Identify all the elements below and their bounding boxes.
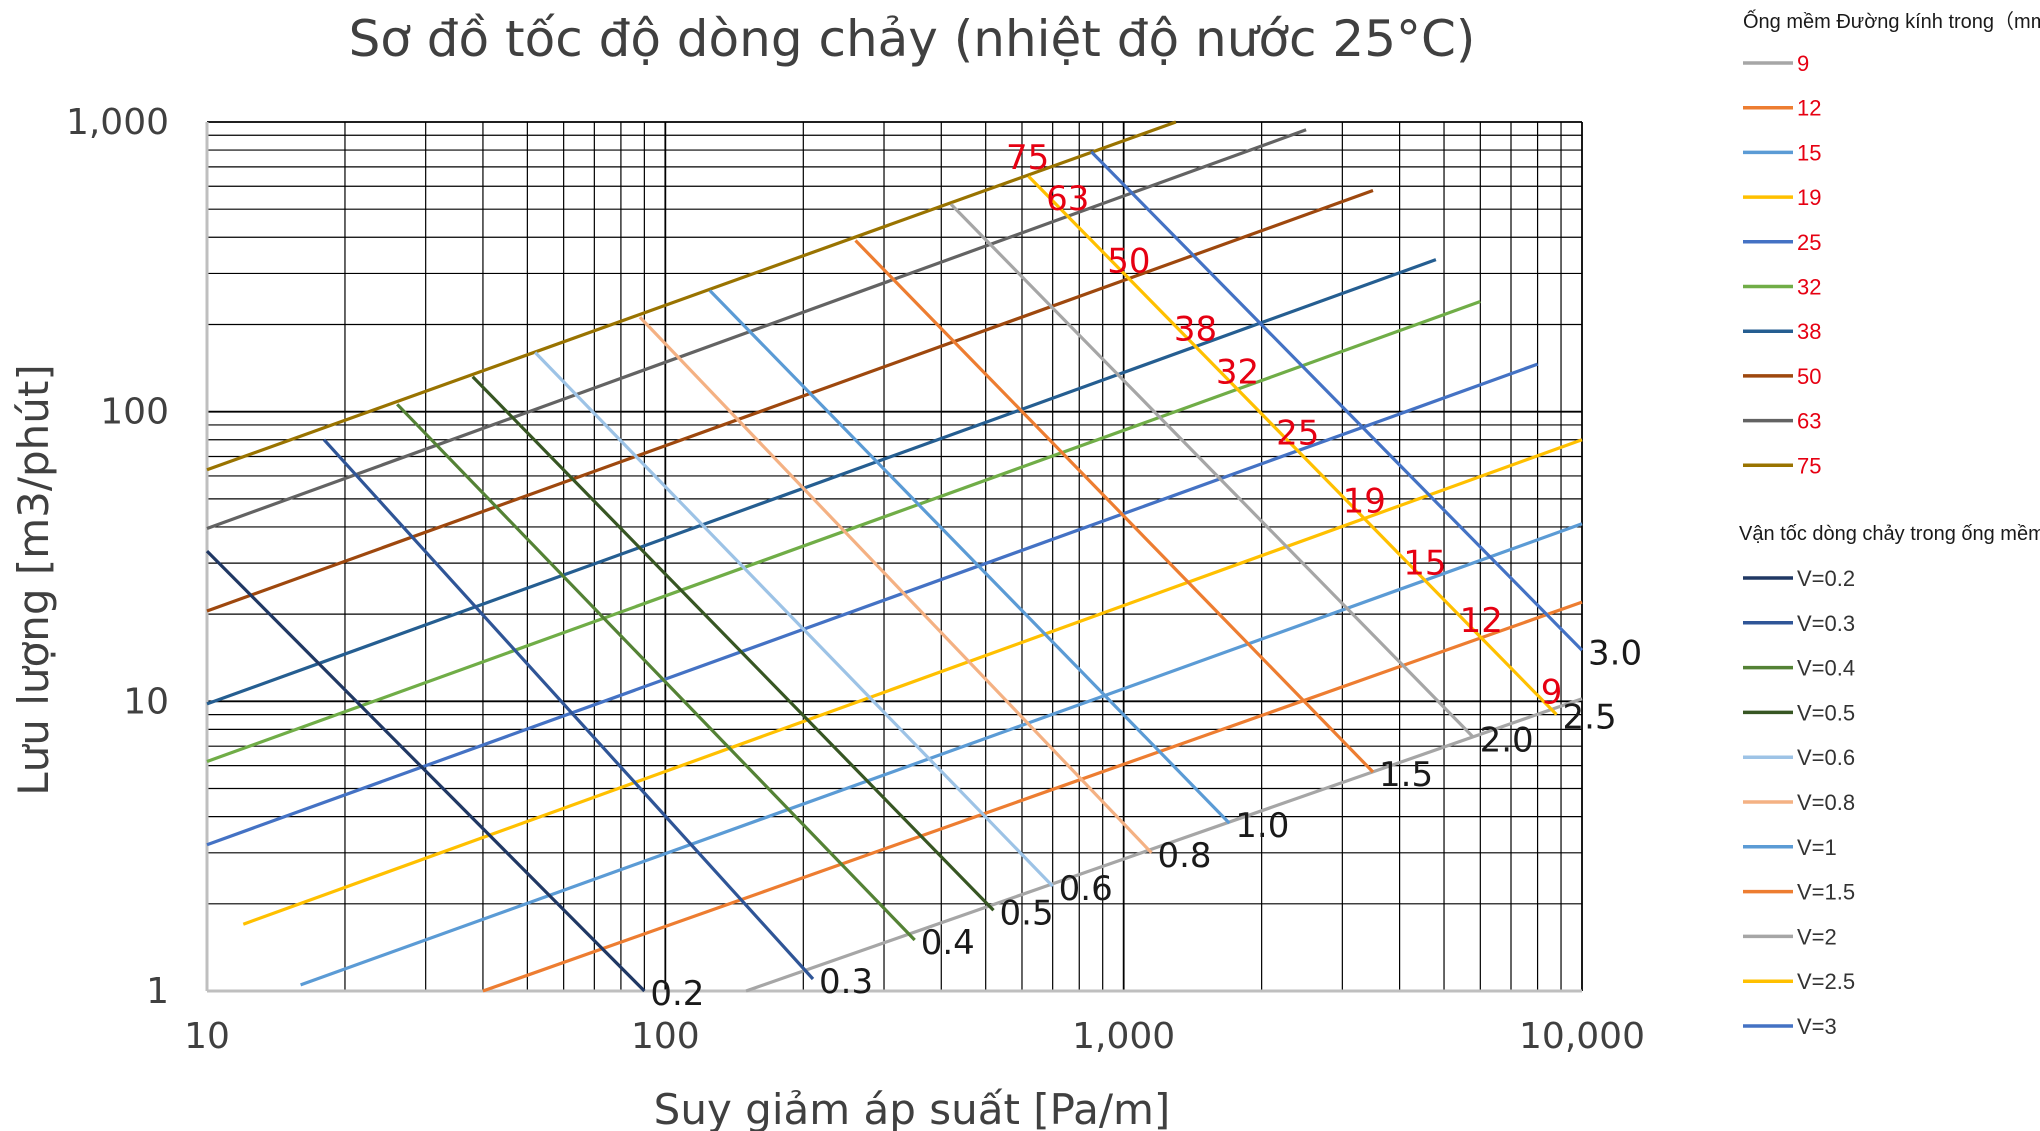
diameter-line-50 xyxy=(206,188,1374,613)
velocity-line-0.5 xyxy=(471,375,995,912)
legend-label-velocity-0.4: V=0.4 xyxy=(1797,656,1855,681)
x-tick-label: 1,000 xyxy=(1072,1016,1175,1057)
legend-label-velocity-0.6: V=0.6 xyxy=(1797,745,1855,770)
chart-title: Sơ đồ tốc độ dòng chảy (nhiệt độ nước 25… xyxy=(349,10,1476,68)
legend-label-velocity-0.5: V=0.5 xyxy=(1797,700,1855,725)
diameter-line-25 xyxy=(206,362,1539,847)
legend-label-diameter-38: 38 xyxy=(1797,319,1821,344)
diameter-line-15 xyxy=(300,522,1583,987)
legend-label-velocity-2.0: V=2 xyxy=(1797,924,1837,949)
velocity-label-1.0: 1.0 xyxy=(1235,806,1289,846)
y-tick-label: 100 xyxy=(100,392,169,433)
velocity-line-0.6 xyxy=(534,351,1054,888)
legend-label-velocity-0.2: V=0.2 xyxy=(1797,566,1855,591)
velocity-label-0.8: 0.8 xyxy=(1157,836,1211,876)
axes: Sơ đồ tốc độ dòng chảy (nhiệt độ nước 25… xyxy=(9,10,1645,1131)
velocity-line-0.8 xyxy=(638,315,1153,854)
diameter-label-32: 32 xyxy=(1216,352,1259,392)
velocity-label-0.5: 0.5 xyxy=(1000,893,1054,933)
legend-label-velocity-1.5: V=1.5 xyxy=(1797,880,1855,905)
legend-label-velocity-0.3: V=0.3 xyxy=(1797,611,1855,636)
diameter-label-15: 15 xyxy=(1403,543,1446,583)
y-tick-label: 10 xyxy=(123,681,169,722)
diameter-label-12: 12 xyxy=(1460,601,1503,641)
velocity-label-0.3: 0.3 xyxy=(819,962,873,1002)
legend-label-velocity-2.5: V=2.5 xyxy=(1797,969,1855,994)
velocity-label-2.5: 2.5 xyxy=(1563,698,1617,738)
diameter-label-25: 25 xyxy=(1276,414,1319,454)
legend: Ống mềm Đường kính trong（mm） Vận tốc dòn… xyxy=(1739,9,2040,1039)
diameter-line-63 xyxy=(206,128,1307,531)
legend-label-diameter-19: 19 xyxy=(1797,185,1821,210)
velocity-line-0.3 xyxy=(322,438,815,981)
legend-label-velocity-1.0: V=1 xyxy=(1797,835,1837,860)
velocity-line-0.2 xyxy=(205,549,646,993)
velocity-label-3.0: 3.0 xyxy=(1588,633,1642,673)
velocity-label-2.0: 2.0 xyxy=(1480,721,1534,761)
velocity-line-0.4 xyxy=(396,403,916,942)
legend-label-velocity-3.0: V=3 xyxy=(1797,1014,1837,1039)
diameter-label-19: 19 xyxy=(1343,482,1386,522)
y-tick-label: 1,000 xyxy=(66,102,169,143)
legend-label-velocity-0.8: V=0.8 xyxy=(1797,790,1855,815)
velocity-label-0.4: 0.4 xyxy=(921,923,975,963)
diameter-label-9: 9 xyxy=(1541,672,1563,712)
velocity-line-1.0 xyxy=(708,289,1231,825)
x-axis-title: Suy giảm áp suất [Pa/m] xyxy=(654,1085,1171,1131)
diameter-label-63: 63 xyxy=(1046,179,1089,219)
diameter-label-75: 75 xyxy=(1006,138,1049,178)
legend-label-diameter-63: 63 xyxy=(1797,409,1821,434)
x-tick-label: 100 xyxy=(631,1016,700,1057)
legend-label-diameter-12: 12 xyxy=(1797,96,1821,121)
velocity-label-0.6: 0.6 xyxy=(1059,869,1113,909)
velocity-line-2.0 xyxy=(949,203,1475,739)
legend-label-diameter-75: 75 xyxy=(1797,453,1821,478)
diameter-line-12 xyxy=(482,600,1583,993)
velocity-label-0.2: 0.2 xyxy=(650,974,704,1014)
legend-label-diameter-9: 9 xyxy=(1797,51,1809,76)
diameter-label-38: 38 xyxy=(1174,309,1217,349)
velocity-line-1.5 xyxy=(854,239,1375,774)
legend-label-diameter-50: 50 xyxy=(1797,364,1821,389)
diameter-line-19 xyxy=(242,438,1583,926)
velocity-label-1.5: 1.5 xyxy=(1379,755,1433,795)
velocity-legend-title: Vận tốc dòng chảy trong ống mềm (m / s) xyxy=(1739,523,2040,545)
grid xyxy=(205,121,1583,993)
diameter-label-50: 50 xyxy=(1107,242,1150,282)
legend-label-diameter-15: 15 xyxy=(1797,140,1821,165)
legend-label-diameter-32: 32 xyxy=(1797,275,1821,300)
diameter-line-38 xyxy=(206,258,1437,706)
y-tick-label: 1 xyxy=(146,971,169,1012)
diameter-line-9 xyxy=(745,697,1583,993)
x-tick-label: 10 xyxy=(184,1016,230,1057)
diameter-legend-title: Ống mềm Đường kính trong（mm） xyxy=(1743,9,2040,33)
velocity-line-2.5 xyxy=(1027,175,1558,716)
x-tick-label: 10,000 xyxy=(1519,1016,1645,1057)
plot-lines xyxy=(205,120,1584,993)
legend-label-diameter-25: 25 xyxy=(1797,230,1821,255)
diameter-line-75 xyxy=(206,120,1177,472)
velocity-line-3.0 xyxy=(1090,150,1584,652)
y-axis-title: Lưu lượng [m3/phút] xyxy=(9,364,58,796)
